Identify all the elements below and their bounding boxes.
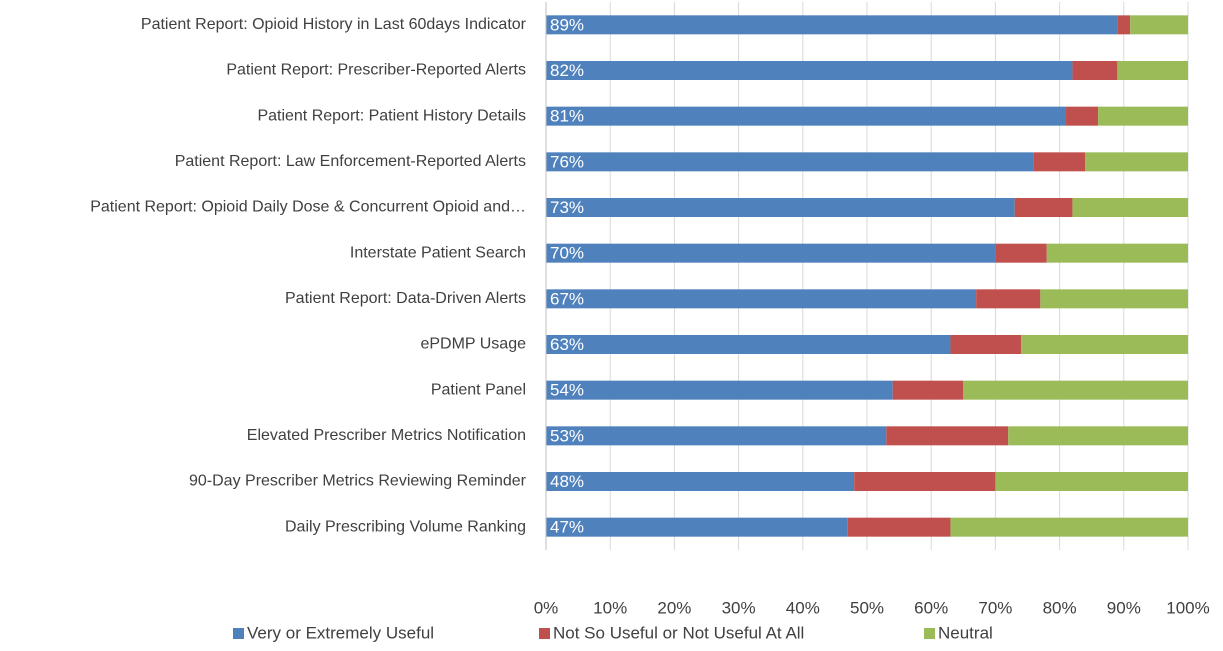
x-tick-label: 40% (786, 598, 820, 617)
x-tick-label: 10% (593, 598, 627, 617)
x-tick-label: 30% (722, 598, 756, 617)
y-tick-label: 90-Day Prescriber Metrics Reviewing Remi… (189, 473, 527, 490)
bar-segment (886, 426, 1009, 446)
legend-label: Not So Useful or Not Useful At All (553, 623, 804, 642)
x-tick-label: 0% (534, 598, 559, 617)
bar-segment (995, 243, 1047, 263)
bar-segment (546, 15, 1118, 35)
bar-segment (546, 426, 887, 446)
bar-segment (1040, 289, 1188, 309)
data-label: 82% (550, 61, 584, 80)
bar-segment (1046, 243, 1188, 263)
data-label: 89% (550, 15, 584, 34)
bar-segment (546, 472, 855, 491)
bar-segment (546, 517, 848, 537)
bar-segment (963, 380, 1188, 400)
data-label: 73% (550, 198, 584, 217)
data-label: 48% (550, 472, 584, 491)
bar-segment (1021, 335, 1188, 354)
x-tick-label: 20% (657, 598, 691, 617)
bar-segment (950, 335, 1022, 354)
y-tick-label: Elevated Prescriber Metrics Notification (247, 427, 526, 444)
bar-segment (546, 198, 1015, 217)
bar-segment (1033, 152, 1086, 172)
data-label: 70% (550, 244, 584, 263)
bar-segment (546, 61, 1073, 80)
x-tick-label: 50% (850, 598, 884, 617)
legend-label: Very or Extremely Useful (247, 623, 434, 642)
bar-segment (995, 472, 1188, 491)
bar-segment (847, 517, 951, 537)
legend-label: Neutral (938, 623, 993, 642)
bar-segment (1117, 61, 1188, 80)
data-label: 53% (550, 426, 584, 445)
bar-segment (1098, 106, 1188, 126)
data-label: 63% (550, 335, 584, 354)
bar-segment (546, 380, 893, 400)
data-label: 54% (550, 381, 584, 400)
y-tick-label: Patient Report: Data-Driven Alerts (285, 290, 526, 307)
y-tick-label: Patient Report: Prescriber-Reported Aler… (226, 62, 526, 79)
bar-segment (1008, 426, 1188, 446)
data-label: 67% (550, 289, 584, 308)
bar-segment (1066, 106, 1099, 126)
x-tick-label: 60% (914, 598, 948, 617)
y-tick-label: Patient Report: Opioid Daily Dose & Conc… (90, 199, 526, 216)
bar-segment (1085, 152, 1188, 172)
x-tick-label: 70% (978, 598, 1012, 617)
bar-segment (1014, 198, 1073, 217)
x-tick-label: 90% (1107, 598, 1141, 617)
bar-segment (546, 106, 1067, 126)
data-label: 76% (550, 152, 584, 171)
bar-segment (1072, 61, 1118, 80)
y-tick-label: Patient Report: Law Enforcement-Reported… (175, 153, 526, 170)
bar-segment (546, 152, 1034, 172)
legend-swatch (233, 628, 244, 639)
bar-segment (1117, 15, 1131, 35)
bar-segment (546, 335, 951, 354)
bar-segment (1130, 15, 1188, 35)
legend-swatch (539, 628, 550, 639)
y-tick-label: ePDMP Usage (420, 336, 526, 353)
y-tick-label: Patient Panel (431, 381, 526, 398)
bar-segment (976, 289, 1041, 309)
x-tick-label: 100% (1166, 598, 1209, 617)
bar-segment (546, 243, 996, 263)
bar-segment (854, 472, 996, 491)
bar-segment (1072, 198, 1188, 217)
bar-segment (546, 289, 977, 309)
legend-swatch (924, 628, 935, 639)
y-tick-label: Patient Report: Opioid History in Last 6… (141, 16, 527, 33)
data-label: 47% (550, 518, 584, 537)
bar-segment (892, 380, 964, 400)
y-tick-label: Interstate Patient Search (350, 244, 526, 261)
x-tick-label: 80% (1043, 598, 1077, 617)
data-label: 81% (550, 107, 584, 126)
y-tick-label: Patient Report: Patient History Details (257, 107, 526, 124)
bar-segment (950, 517, 1188, 537)
y-tick-label: Daily Prescribing Volume Ranking (285, 518, 526, 535)
